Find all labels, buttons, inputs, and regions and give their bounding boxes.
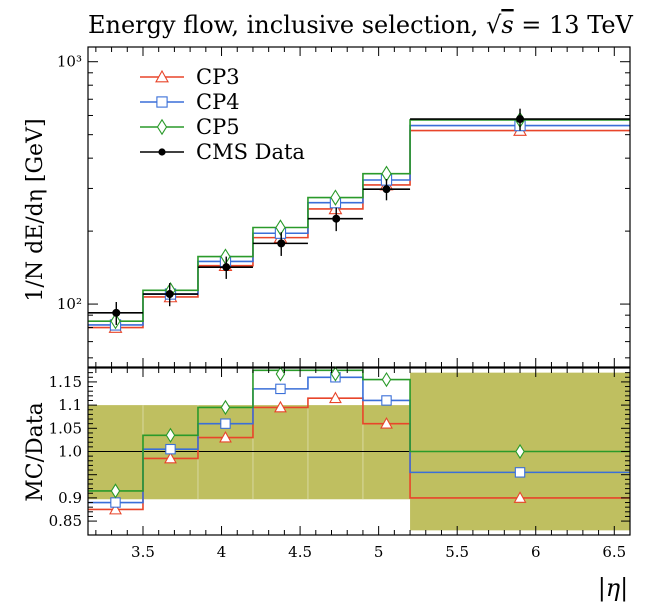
legend-label: CMS Data — [196, 140, 305, 164]
x-tick-label: 6.5 — [602, 543, 626, 561]
ratio-cp5-marker — [110, 483, 121, 499]
data-marker — [222, 263, 231, 272]
ratio-y-tick-label: 1.1 — [58, 396, 82, 414]
chart-title: Energy flow, inclusive selection, √s = 1… — [88, 11, 634, 39]
ratio-cp4-marker — [514, 467, 526, 478]
x-tick-label: 4.5 — [288, 543, 312, 561]
ratio-cp3-marker — [164, 451, 177, 464]
main-cp5-marker — [275, 219, 286, 236]
chart-title-s: s — [501, 11, 513, 39]
chart-title-energy: = 13 TeV — [514, 11, 634, 39]
uncertainty-band — [88, 405, 411, 500]
data-marker — [332, 214, 341, 223]
ratio-cp5-marker — [515, 443, 525, 460]
x-tick-label: 3.5 — [131, 543, 155, 561]
main-y-tick-label: 10² — [57, 295, 82, 313]
ratio-cp4-marker — [275, 383, 286, 395]
x-axis-label: |η| — [598, 574, 629, 603]
ratio-y-axis-label: MC/Data — [23, 402, 48, 501]
legend-swatch-marker — [158, 148, 166, 156]
data-point — [252, 232, 308, 256]
x-tick-label: 5 — [374, 543, 384, 561]
main-cp5-marker — [110, 312, 121, 330]
x-tick-label: 4 — [217, 543, 227, 561]
legend-swatch-marker — [156, 96, 168, 108]
data-marker — [277, 239, 286, 248]
data-marker — [165, 290, 174, 299]
legend-item: CP3 — [140, 65, 240, 89]
ratio-cp3-marker — [274, 400, 287, 413]
ratio-cp4-marker — [220, 418, 231, 429]
main-cp5-marker — [330, 189, 341, 206]
x-tick-label: 6 — [531, 543, 541, 561]
main-y-tick-label: 10³ — [57, 53, 82, 71]
main-y-axis-label: 1/N dE/dη [GeV] — [23, 118, 48, 301]
ratio-cp4-marker — [381, 395, 392, 406]
data-marker — [382, 185, 391, 194]
data-point — [410, 108, 630, 131]
ratio-cp3-marker — [380, 417, 393, 429]
data-marker — [112, 308, 121, 317]
ratio-y-tick-label: 1.05 — [49, 419, 82, 437]
ratio-cp3-marker — [513, 491, 527, 503]
legend-item: CP4 — [140, 90, 240, 114]
ratio-cp3-marker — [329, 391, 342, 404]
ratio-cp4-marker — [165, 443, 176, 455]
data-point — [88, 301, 143, 325]
ratio-cp3-marker — [219, 430, 232, 443]
legend-swatch-marker — [155, 69, 169, 83]
ratio-cp5-marker — [330, 366, 341, 382]
ratio-cp5-marker — [165, 427, 176, 443]
data-marker — [516, 115, 525, 124]
legend-label: CP5 — [196, 115, 240, 139]
data-point — [197, 256, 253, 279]
ratio-y-tick-label: 0.9 — [58, 489, 82, 507]
ratio-y-tick-label: 1.15 — [49, 373, 82, 391]
ratio-cp5-marker — [220, 399, 231, 416]
main-panel: 10² 10³ — [57, 46, 631, 368]
legend-label: CP4 — [196, 90, 240, 114]
ratio-cp5-marker — [275, 366, 286, 382]
legend-label: CP3 — [196, 65, 240, 89]
data-point — [362, 179, 411, 201]
main-frame — [87, 46, 631, 368]
legend-item: CP5 — [140, 115, 240, 139]
ratio-panel: 0.85 0.9 1.0 1.05 1.1 1.15 3.5 4 4.5 5 5.5 6 6.5 — [49, 366, 631, 561]
chart-title-text: Energy flow, inclusive selection, √ — [88, 11, 502, 39]
data-point — [307, 207, 363, 232]
legend-swatch-marker — [156, 118, 168, 136]
legend-item: CMS Data — [140, 140, 305, 164]
ratio-cp4-marker — [110, 497, 121, 508]
ratio-cp3-marker — [109, 502, 122, 515]
data-point — [142, 283, 198, 307]
ratio-cp5-marker — [381, 371, 392, 388]
x-tick-label: 5.5 — [445, 543, 469, 561]
ratio-y-tick-label: 0.85 — [49, 512, 82, 530]
ratio-y-tick-label: 1.0 — [58, 443, 82, 461]
